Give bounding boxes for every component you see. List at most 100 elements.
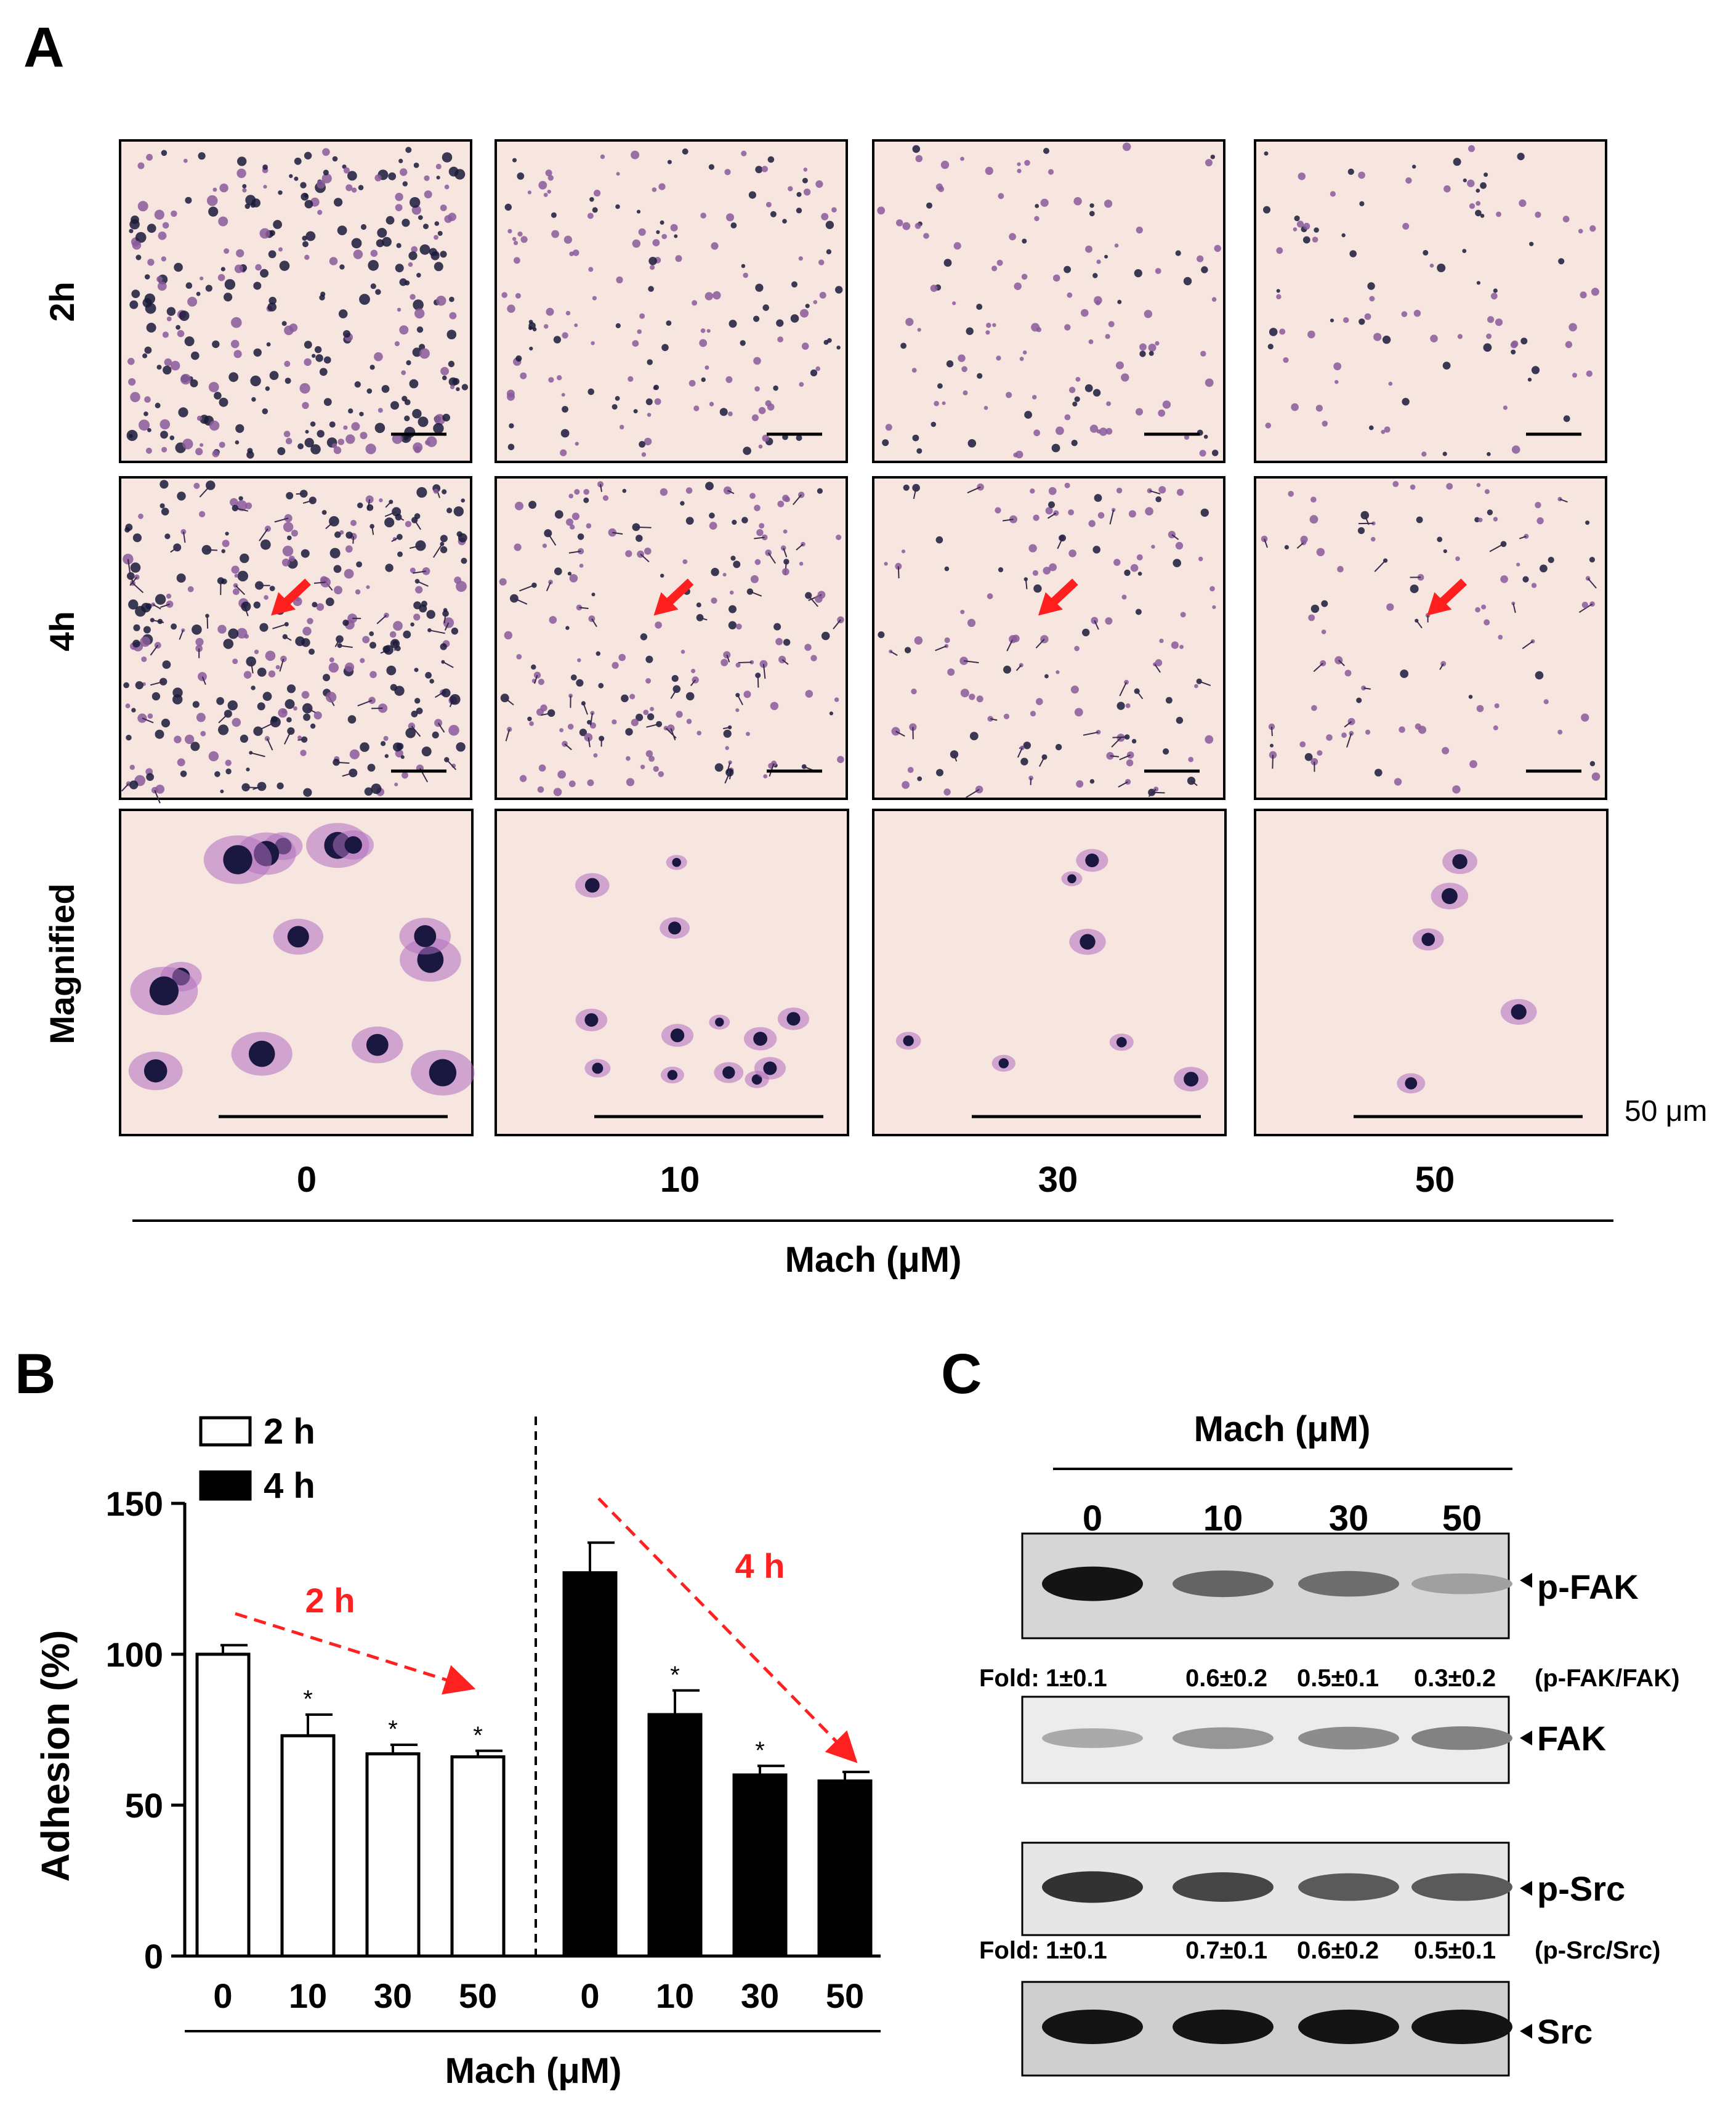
bar-4h-30: [732, 1773, 788, 1958]
cell: [1149, 350, 1154, 356]
cell-process: [1171, 534, 1179, 540]
cell-nucleus: [1080, 934, 1096, 950]
cell: [333, 565, 342, 573]
cell: [1476, 483, 1481, 487]
cell: [442, 375, 447, 381]
cell: [237, 570, 248, 582]
row-label-magnified: Magnified: [42, 883, 81, 1044]
cell: [551, 212, 557, 218]
cell-process: [967, 486, 981, 494]
cell: [1400, 669, 1409, 678]
cell: [147, 713, 153, 719]
fold-value: 0.3±0.2: [1414, 1665, 1496, 1692]
cell: [435, 163, 442, 169]
cell-process: [541, 712, 552, 716]
cell: [1099, 427, 1108, 436]
cell: [410, 622, 414, 627]
cell: [183, 158, 188, 163]
cell: [1522, 576, 1529, 583]
cell: [1455, 556, 1460, 561]
cell: [304, 254, 310, 260]
cell-nucleus: [223, 845, 252, 875]
cell: [837, 756, 844, 763]
cell: [155, 402, 161, 408]
cell: [998, 567, 1004, 573]
cell: [1536, 517, 1544, 525]
fold-value: 0.6±0.2: [1297, 1937, 1379, 1964]
cell: [579, 564, 584, 568]
lane-label-50: 50: [1442, 1498, 1482, 1538]
cell: [708, 164, 714, 170]
bar-4h-0: [562, 1571, 618, 1958]
cell: [661, 233, 667, 240]
cell: [1527, 378, 1532, 382]
cell: [129, 434, 133, 439]
cell-process: [1110, 755, 1120, 758]
cell: [392, 641, 398, 646]
red-arrow-icon: [653, 592, 679, 616]
cell: [647, 413, 652, 417]
cell-process: [1489, 543, 1504, 552]
cell: [151, 786, 158, 794]
cell: [691, 668, 696, 674]
cell: [1094, 296, 1102, 305]
cell: [670, 224, 678, 232]
cell: [449, 296, 454, 302]
cell: [1480, 182, 1487, 189]
cell: [1562, 216, 1570, 223]
cell: [161, 256, 166, 262]
cell: [1311, 705, 1317, 711]
cell: [666, 320, 672, 326]
cell: [1105, 427, 1113, 435]
cell: [615, 396, 620, 401]
cell: [333, 446, 342, 455]
cell: [749, 493, 756, 499]
cell: [1064, 482, 1070, 488]
cell: [190, 742, 200, 751]
cell: [885, 424, 892, 431]
bar-2h-30: [365, 1752, 421, 1958]
cell: [998, 193, 1004, 200]
cell: [366, 504, 374, 511]
blot-marker-arrows: [1520, 1573, 1532, 2039]
cell: [1052, 274, 1060, 282]
cell-process: [313, 581, 326, 584]
cell: [1548, 557, 1554, 564]
cell-process: [757, 675, 759, 688]
panel-b-xlabel: Mach (μM): [445, 2051, 622, 2091]
cell: [516, 654, 522, 660]
cell-process: [726, 654, 730, 663]
cell: [600, 154, 605, 160]
cell: [1359, 318, 1365, 325]
cell: [1357, 527, 1365, 535]
cell: [1476, 281, 1480, 285]
cell: [451, 627, 459, 635]
cell: [304, 152, 312, 160]
cell: [1019, 357, 1024, 362]
cell: [356, 561, 362, 568]
cell: [1068, 509, 1074, 515]
cell-process: [132, 583, 144, 593]
cell: [192, 701, 200, 708]
cell-process: [1148, 788, 1157, 798]
cell: [719, 408, 728, 416]
cell: [405, 727, 416, 738]
cell: [442, 413, 450, 422]
cell: [424, 175, 430, 181]
cell: [803, 168, 808, 172]
cell: [923, 233, 929, 239]
cell-nucleus: [149, 976, 179, 1006]
cell: [1024, 411, 1032, 419]
cell: [704, 365, 709, 370]
cell: [219, 442, 225, 448]
cell: [947, 668, 955, 676]
blot-marker-icon: [1520, 1731, 1532, 1745]
fold-value: 1±0.1: [1046, 1937, 1107, 1964]
cell-process: [325, 520, 335, 530]
cell: [232, 658, 238, 665]
micrograph-2h-30: [872, 139, 1225, 463]
cell: [257, 702, 265, 711]
cell: [235, 440, 240, 445]
cell: [616, 172, 620, 176]
cell: [350, 520, 357, 527]
